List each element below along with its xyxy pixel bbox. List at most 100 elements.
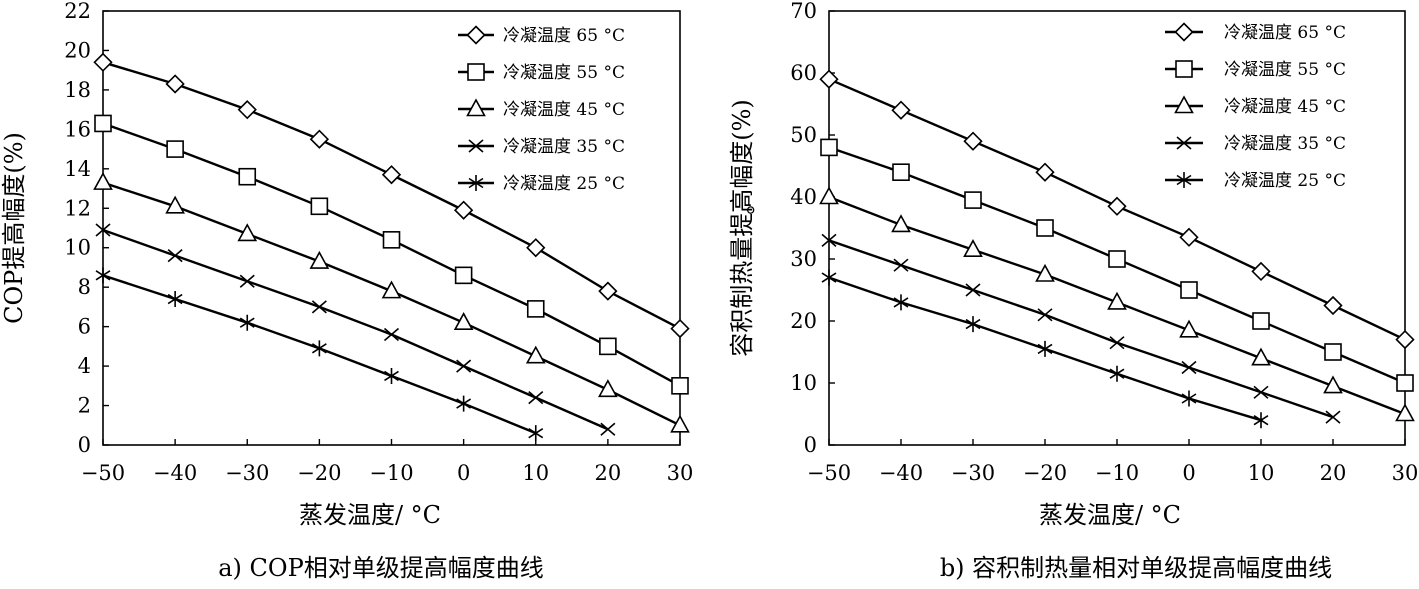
legend: 冷凝温度 65 °C 冷凝温度 55 °C 冷凝温度 45 °C 冷凝温度 35 °C…	[1165, 22, 1346, 191]
data-point-diamond	[1251, 261, 1271, 282]
data-point-triangle	[165, 195, 185, 214]
legend-entry: 冷凝温度 65 °C	[503, 26, 625, 46]
y-axis-label: COP提高幅度(%)	[0, 132, 28, 324]
data-point-triangle	[1251, 347, 1271, 366]
data-point-square	[1036, 219, 1054, 237]
legend-entry: 冷凝温度 35 °C	[503, 137, 625, 157]
data-point-x	[167, 249, 183, 263]
data-point-triangle	[1035, 263, 1055, 282]
y-tick-label: 2	[78, 394, 91, 418]
data-point-diamond	[526, 238, 546, 258]
x-tick-label: −10	[1095, 461, 1139, 485]
legend-entry: 冷凝温度 45 °C	[503, 100, 625, 120]
legend-marker-asterisk	[1176, 172, 1192, 188]
data-point-triangle	[93, 171, 113, 190]
data-point-x	[1181, 360, 1197, 375]
series-asterisk	[821, 269, 1269, 429]
y-tick-label: 10	[64, 236, 91, 260]
data-point-x	[383, 327, 400, 342]
data-point-diamond	[670, 318, 690, 339]
panel-cop: −50 −40 −30 −20 −10 0 10 20 30 0 2 4 6 8 10 12 14 16 18 20 2…	[0, 0, 693, 582]
data-point-triangle	[381, 280, 402, 299]
data-point-diamond	[165, 74, 185, 94]
legend-marker-square	[1175, 60, 1193, 78]
data-point-asterisk	[965, 316, 981, 333]
data-point-triangle	[1107, 291, 1127, 310]
data-point-diamond	[891, 100, 911, 120]
series-triangle	[93, 171, 690, 433]
series-line	[828, 239, 1334, 419]
y-tick-label: 60	[790, 61, 817, 85]
x-tick-label: 20	[595, 461, 622, 485]
data-point-triangle	[598, 379, 618, 398]
data-point-x	[95, 223, 111, 237]
series-triangle	[819, 186, 1415, 422]
data-point-square	[526, 300, 545, 318]
data-point-diamond	[1107, 196, 1127, 216]
legend-marker-triangle	[466, 98, 486, 117]
data-point-x	[1037, 308, 1053, 322]
data-point-asterisk	[311, 340, 327, 357]
data-point-square	[454, 266, 473, 285]
legend-marker-asterisk	[468, 175, 484, 191]
data-point-asterisk	[1253, 412, 1269, 429]
data-point-triangle	[525, 345, 546, 364]
legend-marker-x	[1176, 136, 1192, 150]
data-point-triangle	[237, 223, 258, 242]
data-point-asterisk	[456, 395, 472, 412]
series-x	[95, 223, 616, 436]
y-tick-label: 50	[790, 123, 817, 147]
y-tick-label: 12	[64, 196, 91, 220]
data-point-triangle	[453, 312, 474, 330]
data-point-diamond	[237, 100, 257, 120]
x-tick-label: 30	[1392, 461, 1419, 485]
data-point-x	[600, 422, 616, 436]
data-point-square	[238, 167, 257, 186]
data-point-diamond	[1035, 162, 1055, 182]
data-point-asterisk	[1181, 390, 1197, 407]
data-point-square	[820, 138, 838, 157]
data-point-diamond	[819, 69, 839, 89]
series-diamond	[93, 52, 690, 339]
y-tick-label: 22	[64, 0, 91, 23]
series-line	[102, 228, 609, 431]
x-tick-label: −30	[951, 461, 995, 485]
x-tick-label: 0	[457, 461, 470, 485]
data-point-x	[1253, 385, 1269, 399]
data-point-x	[456, 359, 472, 373]
y-tick-label: 20	[64, 38, 91, 62]
legend-marker-triangle	[1174, 95, 1194, 114]
legend-marker-square	[467, 63, 485, 81]
data-point-asterisk	[384, 367, 399, 384]
data-point-triangle	[891, 214, 911, 233]
data-point-diamond	[1395, 329, 1415, 350]
data-point-x	[821, 233, 837, 248]
x-tick-label: −40	[153, 461, 197, 485]
data-point-diamond	[93, 52, 113, 72]
y-axis-label-mark: 。	[746, 190, 770, 218]
legend-entry: 冷凝温度 25 °C	[503, 174, 625, 194]
data-point-square	[310, 197, 329, 216]
data-point-square	[1324, 343, 1342, 361]
y-tick-label: 20	[790, 309, 817, 333]
series-square	[94, 114, 689, 395]
legend-marker-x	[468, 139, 484, 153]
x-tick-label: 30	[667, 461, 694, 485]
data-point-asterisk	[239, 314, 255, 331]
y-tick-label: 30	[790, 247, 817, 271]
x-tick-label: −50	[81, 461, 125, 485]
x-tick-label: −50	[807, 461, 851, 485]
data-point-square	[166, 140, 184, 158]
data-point-x	[239, 274, 255, 288]
panel-volumetric-heating: −50 −40 −30 −20 −10 0 10 20 30 0 10 20 30 40 50 60 70 蒸发温…	[728, 0, 1418, 582]
data-point-asterisk	[528, 425, 544, 442]
data-point-diamond	[309, 129, 330, 149]
y-tick-label: 70	[790, 0, 817, 23]
data-point-x	[528, 391, 544, 405]
data-point-asterisk	[893, 294, 909, 311]
legend-entry: 冷凝温度 65 °C	[1224, 23, 1346, 43]
series-line	[102, 122, 681, 387]
data-point-diamond	[453, 200, 474, 220]
y-tick-label: 0	[804, 433, 817, 457]
